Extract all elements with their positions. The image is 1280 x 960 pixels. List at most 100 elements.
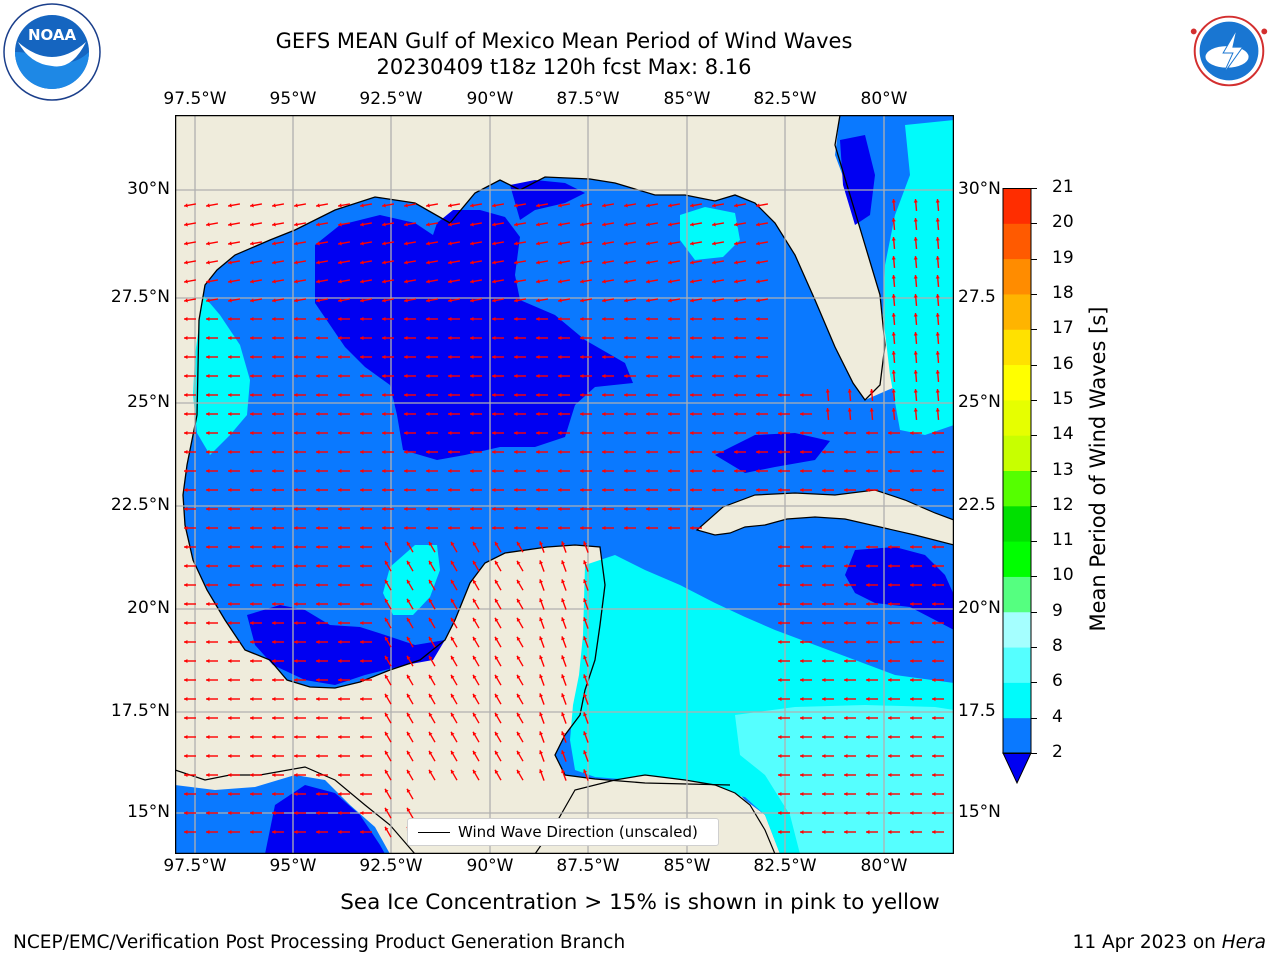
direction-arrow-head [382,468,386,474]
direction-arrow-head [646,487,650,493]
direction-arrow-head [294,506,298,512]
direction-arrow-head [448,449,452,455]
direction-arrow-head [580,298,584,303]
direction-arrow-head [472,579,477,584]
coastline-mexico [182,319,731,786]
colorbar-tick-label: 9 [1052,600,1063,621]
direction-arrow-head [536,373,540,379]
direction-arrow-head [448,506,452,512]
direction-arrow-head [250,411,254,417]
direction-arrow-head [450,674,455,679]
direction-arrow-head [470,506,474,512]
direction-arrow-head [316,696,320,702]
direction-arrow-head [800,772,804,778]
direction-arrow-head [316,772,320,778]
direction-arrow-head [712,392,716,398]
direction-arrow-head [384,807,389,812]
direction-arrow-head [384,655,389,660]
lon-tick-top: 80°W [860,89,908,109]
direction-arrow-head [382,373,386,379]
direction-arrow-head [494,769,499,774]
direction-arrow-head [360,411,364,417]
direction-arrow-head [910,620,914,626]
direction-arrow-head [184,696,188,702]
map-legend: Wind Wave Direction (unscaled) [407,818,719,846]
direction-arrow-head [734,373,738,379]
direction-arrow-head [492,449,496,455]
direction-arrow-head [514,449,518,455]
direction-arrow-head [384,693,389,698]
direction-arrow-head [206,791,210,797]
direction-arrow-head [514,506,518,512]
direction-arrow-head [184,222,188,227]
direction-arrow-head [406,579,411,584]
direction-arrow-head [206,658,210,664]
direction-arrow-head [184,829,188,835]
direction-arrow-head [602,373,606,379]
direction-arrow-head [206,829,210,835]
direction-arrow-head [844,677,848,683]
direction-arrow-head [404,392,408,398]
direction-arrow-head [822,601,826,607]
direction-arrow-head [756,298,760,303]
direction-arrow-head [338,354,342,360]
direction-arrow-head [844,582,848,588]
direction-arrow-head [492,279,496,284]
direction-arrow-head [382,241,386,246]
direction-arrow-head [448,411,452,417]
direction-arrow-head [756,487,760,493]
direction-arrow-head [583,693,588,698]
direction-arrow-head [910,715,914,721]
direction-arrow-head [712,373,716,379]
direction-arrow-head [228,563,232,569]
direction-arrow-head [250,582,254,588]
direction-arrow-head [712,279,716,284]
direction-arrow-head [316,222,320,227]
direction-arrow-head [558,525,562,531]
colorbar-tick-label: 15 [1052,388,1074,409]
direction-arrow-head [734,487,738,493]
direction-arrow-head [250,563,254,569]
nws-logo [1181,3,1277,99]
direction-arrow-head [360,392,364,398]
branch-credit: NCEP/EMC/Verification Post Processing Pr… [13,932,626,953]
direction-arrow-head [866,430,870,436]
direction-arrow-head [913,408,918,412]
direction-arrow-head [668,525,672,531]
direction-arrow-head [494,636,499,641]
direction-arrow-head [516,731,521,736]
direction-arrow-head [470,241,474,246]
direction-arrow-head [338,772,342,778]
lat-tick-right: 27.5 [958,287,996,307]
direction-arrow-head [536,506,540,512]
direction-arrow-head [778,791,782,797]
direction-arrow-head [406,674,411,679]
direction-arrow-head [338,734,342,740]
direction-arrow-head [338,506,342,512]
direction-arrow-head [822,772,826,778]
direction-arrow-head [866,544,870,550]
direction-arrow-head [583,655,588,660]
direction-arrow-head [888,696,892,702]
direction-arrow-head [384,579,389,584]
direction-arrow-head [338,715,342,721]
direction-arrow-head [932,810,936,816]
direction-arrow-head [316,734,320,740]
lon-tick-bottom: 90°W [466,856,514,876]
direction-arrow-head [272,734,276,740]
direction-arrow-head [206,620,210,626]
direction-arrow-head [580,222,584,227]
direction-arrow-head [690,449,694,455]
direction-arrow-head [426,392,430,398]
direction-arrow-head [450,617,455,622]
lon-tick-bottom: 92.5°W [359,856,423,876]
direction-arrow-head [888,487,892,493]
direction-arrow-head [272,601,276,607]
direction-arrow-head [184,335,188,341]
colorbar-tick-mark [1031,647,1037,649]
direction-arrow-head [360,810,364,816]
direction-arrow-head [756,411,760,417]
direction-arrow-head [228,810,232,816]
direction-arrow-head [206,715,210,721]
direction-arrow-head [428,617,433,622]
